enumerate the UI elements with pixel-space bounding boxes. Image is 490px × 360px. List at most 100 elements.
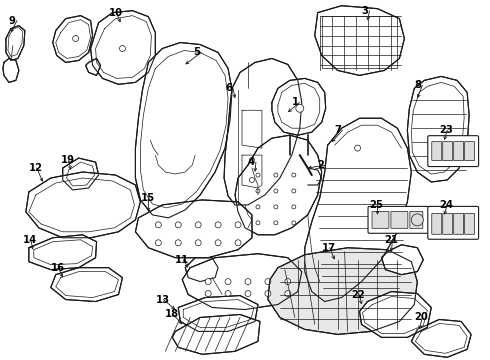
Text: 22: 22 xyxy=(352,289,366,300)
Circle shape xyxy=(285,279,291,285)
Polygon shape xyxy=(185,258,218,282)
Circle shape xyxy=(274,189,278,193)
Polygon shape xyxy=(51,268,122,302)
Polygon shape xyxy=(268,248,417,334)
FancyBboxPatch shape xyxy=(454,213,464,234)
Circle shape xyxy=(256,173,260,177)
Circle shape xyxy=(292,189,296,193)
Circle shape xyxy=(245,279,251,285)
Text: 5: 5 xyxy=(193,48,200,58)
Circle shape xyxy=(249,158,254,163)
Circle shape xyxy=(195,240,201,246)
Polygon shape xyxy=(172,315,260,354)
Polygon shape xyxy=(182,254,302,310)
Circle shape xyxy=(256,221,260,225)
Circle shape xyxy=(215,240,221,246)
Circle shape xyxy=(225,279,231,285)
Circle shape xyxy=(120,45,125,51)
Circle shape xyxy=(274,173,278,177)
Circle shape xyxy=(205,291,211,297)
Text: 17: 17 xyxy=(322,243,336,253)
Polygon shape xyxy=(53,15,93,62)
Circle shape xyxy=(205,279,211,285)
Polygon shape xyxy=(135,42,232,218)
Polygon shape xyxy=(360,292,431,337)
Polygon shape xyxy=(382,245,423,275)
Polygon shape xyxy=(224,58,302,205)
Text: 13: 13 xyxy=(155,294,170,305)
Text: 18: 18 xyxy=(165,310,179,319)
Text: 4: 4 xyxy=(248,157,255,167)
FancyBboxPatch shape xyxy=(368,206,429,233)
Text: 11: 11 xyxy=(175,255,190,265)
Text: 21: 21 xyxy=(385,235,398,245)
Circle shape xyxy=(195,222,201,228)
Text: 23: 23 xyxy=(439,125,453,135)
FancyBboxPatch shape xyxy=(410,211,423,228)
Text: 20: 20 xyxy=(415,312,428,323)
FancyBboxPatch shape xyxy=(465,213,475,234)
Circle shape xyxy=(265,291,271,297)
Circle shape xyxy=(296,104,304,112)
Text: 15: 15 xyxy=(141,193,154,203)
FancyBboxPatch shape xyxy=(372,211,389,228)
Polygon shape xyxy=(29,235,97,270)
Polygon shape xyxy=(305,118,412,302)
Text: 12: 12 xyxy=(29,163,43,173)
Text: 2: 2 xyxy=(318,160,324,170)
Circle shape xyxy=(285,291,291,297)
Circle shape xyxy=(73,36,78,41)
Text: 10: 10 xyxy=(108,8,122,18)
Circle shape xyxy=(215,222,221,228)
FancyBboxPatch shape xyxy=(432,213,442,234)
Polygon shape xyxy=(86,58,100,75)
FancyBboxPatch shape xyxy=(454,141,464,161)
Text: 24: 24 xyxy=(439,200,453,210)
Text: 1: 1 xyxy=(292,97,299,107)
Circle shape xyxy=(175,222,181,228)
Circle shape xyxy=(292,173,296,177)
Circle shape xyxy=(245,291,251,297)
Circle shape xyxy=(155,240,161,246)
Polygon shape xyxy=(235,135,322,235)
Polygon shape xyxy=(315,6,404,75)
Circle shape xyxy=(155,222,161,228)
Text: 9: 9 xyxy=(9,15,16,26)
Text: 7: 7 xyxy=(335,125,342,135)
Circle shape xyxy=(249,177,254,183)
Text: 14: 14 xyxy=(23,235,37,245)
Text: 16: 16 xyxy=(51,263,65,273)
FancyBboxPatch shape xyxy=(443,141,453,161)
Circle shape xyxy=(256,205,260,209)
Text: 25: 25 xyxy=(369,200,383,210)
Polygon shape xyxy=(407,76,469,182)
Circle shape xyxy=(355,145,361,151)
FancyBboxPatch shape xyxy=(432,141,442,161)
FancyBboxPatch shape xyxy=(443,213,453,234)
Text: 8: 8 xyxy=(415,80,421,90)
Circle shape xyxy=(235,222,241,228)
Polygon shape xyxy=(26,172,141,238)
Polygon shape xyxy=(6,26,25,60)
Polygon shape xyxy=(178,296,258,332)
Polygon shape xyxy=(3,58,19,82)
Circle shape xyxy=(256,189,260,193)
Text: 6: 6 xyxy=(225,84,232,93)
FancyBboxPatch shape xyxy=(428,136,479,167)
Circle shape xyxy=(292,205,296,209)
Polygon shape xyxy=(272,78,326,135)
FancyBboxPatch shape xyxy=(428,206,479,239)
Circle shape xyxy=(274,221,278,225)
FancyBboxPatch shape xyxy=(391,211,408,228)
Circle shape xyxy=(225,291,231,297)
Circle shape xyxy=(235,240,241,246)
Circle shape xyxy=(412,214,423,226)
Text: 3: 3 xyxy=(362,6,368,15)
Polygon shape xyxy=(91,11,155,84)
Circle shape xyxy=(292,221,296,225)
Text: 19: 19 xyxy=(61,155,74,165)
Polygon shape xyxy=(135,200,252,258)
Circle shape xyxy=(265,279,271,285)
Circle shape xyxy=(175,240,181,246)
Polygon shape xyxy=(63,158,98,190)
